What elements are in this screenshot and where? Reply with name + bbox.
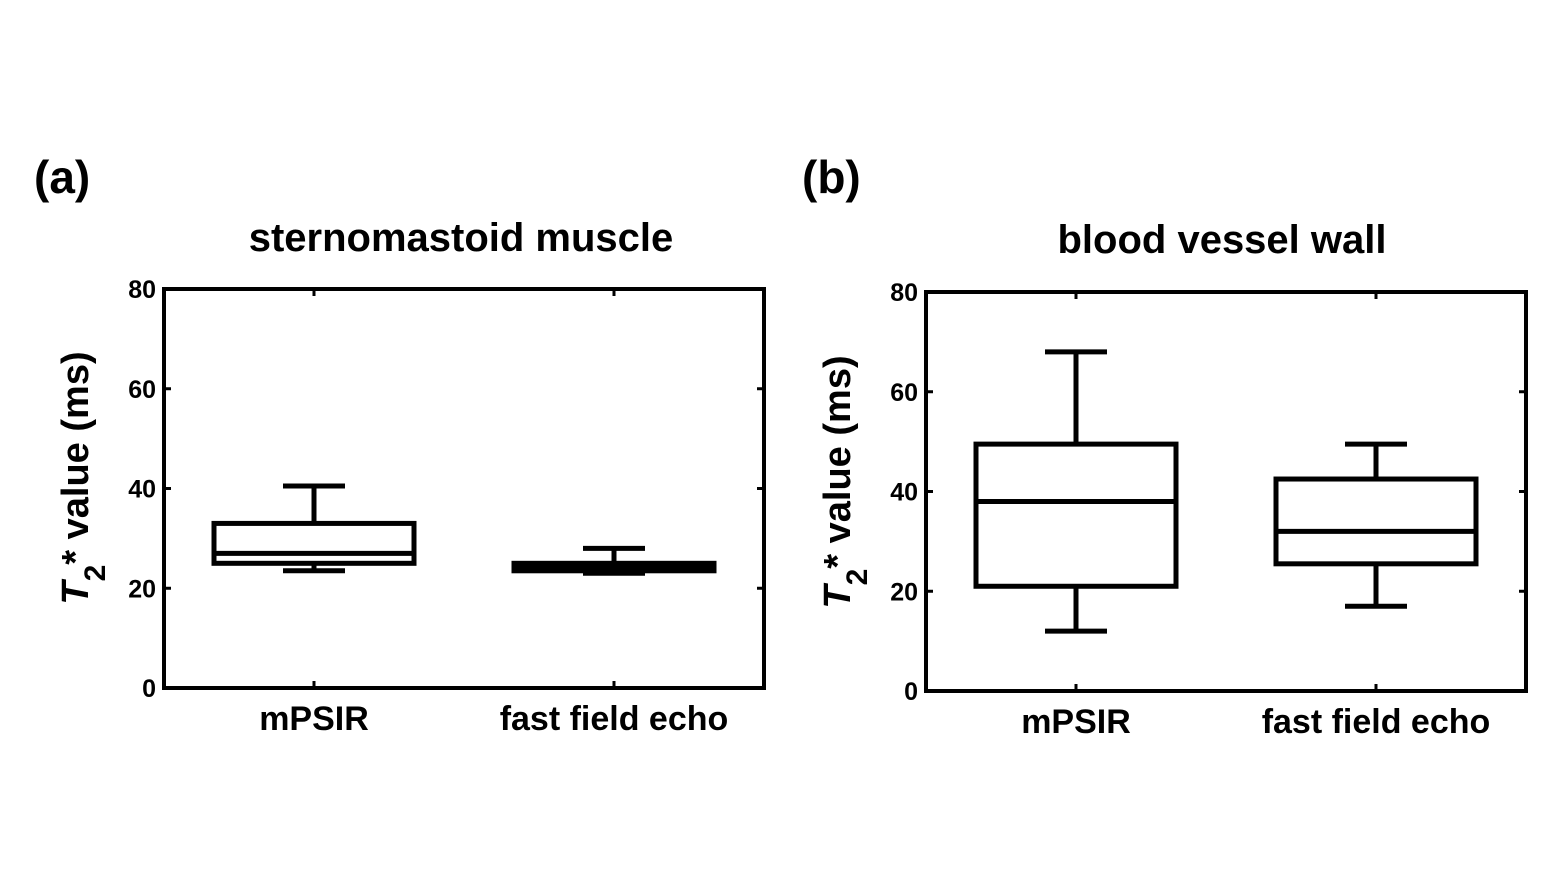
y-tick-label: 0 [142,675,156,703]
y-ticks: 0 20 40 60 80 [890,279,1526,706]
y-axis-label: T2* value (ms) [55,351,112,604]
plot-frame [162,287,766,690]
y-axis-label-subscript: 2 [841,569,874,586]
box-mpsir [973,349,1179,634]
y-tick-label: 40 [890,479,918,507]
y-axis-label-symbol: T [817,583,859,609]
y-tick-label: 40 [128,476,156,504]
panel-label: (a) [34,151,90,203]
boxes [211,483,717,576]
iqr-box [973,441,1179,589]
iqr-box [1273,476,1479,567]
chart-title: blood vessel wall [1057,218,1386,262]
x-category-label: fast field echo [500,700,729,738]
y-tick-label: 20 [128,575,156,603]
boxes [973,349,1479,634]
x-category-label: mPSIR [1021,703,1131,741]
x-category-label: fast field echo [1262,703,1491,741]
panel-label: (b) [802,151,861,203]
y-tick-label: 60 [128,376,156,404]
box-fast-field-echo [511,545,717,576]
box-mpsir [211,483,417,574]
y-axis-label-symbol: T [55,579,97,605]
box-fast-field-echo [1273,441,1479,609]
y-axis-label-rest: * value (ms) [55,351,97,564]
x-category-label: mPSIR [259,700,369,738]
plot-frame [924,290,1528,693]
x-categories: mPSIR fast field echo [1021,292,1490,741]
chart-panel-a: (a) sternomastoid muscle T2* value (ms) … [34,151,766,738]
chart-panel-b: (b) blood vessel wall T2* value (ms) 0 20… [802,151,1528,741]
y-ticks: 0 20 40 60 80 [128,276,764,703]
iqr-box [211,520,417,566]
y-tick-label: 80 [128,276,156,304]
chart-title: sternomastoid muscle [249,216,674,260]
y-axis-label: T2* value (ms) [817,355,874,608]
y-axis-label-subscript: 2 [79,565,112,582]
y-tick-label: 80 [890,279,918,307]
x-categories: mPSIR fast field echo [259,289,728,738]
y-tick-label: 0 [904,678,918,706]
y-axis-label-rest: * value (ms) [817,355,859,568]
y-tick-label: 20 [890,578,918,606]
y-tick-label: 60 [890,379,918,407]
